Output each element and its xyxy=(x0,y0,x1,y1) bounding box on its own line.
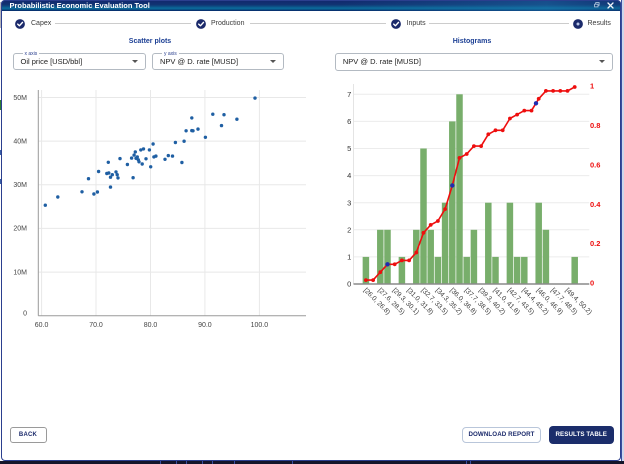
svg-text:4: 4 xyxy=(347,171,351,180)
svg-text:50M: 50M xyxy=(13,95,27,102)
svg-text:40M: 40M xyxy=(13,138,27,145)
svg-text:5: 5 xyxy=(347,144,351,153)
svg-text:20M: 20M xyxy=(13,226,27,233)
svg-text:7: 7 xyxy=(347,90,351,99)
svg-text:90.0: 90.0 xyxy=(198,322,212,329)
svg-text:3: 3 xyxy=(347,198,351,207)
svg-text:10M: 10M xyxy=(13,269,27,276)
svg-text:70.0: 70.0 xyxy=(89,322,103,329)
svg-text:6: 6 xyxy=(347,117,351,126)
svg-text:30M: 30M xyxy=(13,182,27,189)
svg-text:0: 0 xyxy=(347,280,351,289)
svg-text:1: 1 xyxy=(590,82,594,91)
svg-text:0: 0 xyxy=(590,279,594,288)
svg-text:1: 1 xyxy=(347,253,351,262)
svg-text:0.6: 0.6 xyxy=(590,160,600,169)
svg-text:0.2: 0.2 xyxy=(590,239,600,248)
svg-text:0: 0 xyxy=(23,310,27,317)
svg-text:80.0: 80.0 xyxy=(144,322,158,329)
svg-text:2: 2 xyxy=(347,225,351,234)
svg-text:0.8: 0.8 xyxy=(590,121,600,130)
svg-text:60.0: 60.0 xyxy=(35,322,49,329)
svg-text:100.0: 100.0 xyxy=(251,322,269,329)
svg-text:0.4: 0.4 xyxy=(590,200,601,209)
